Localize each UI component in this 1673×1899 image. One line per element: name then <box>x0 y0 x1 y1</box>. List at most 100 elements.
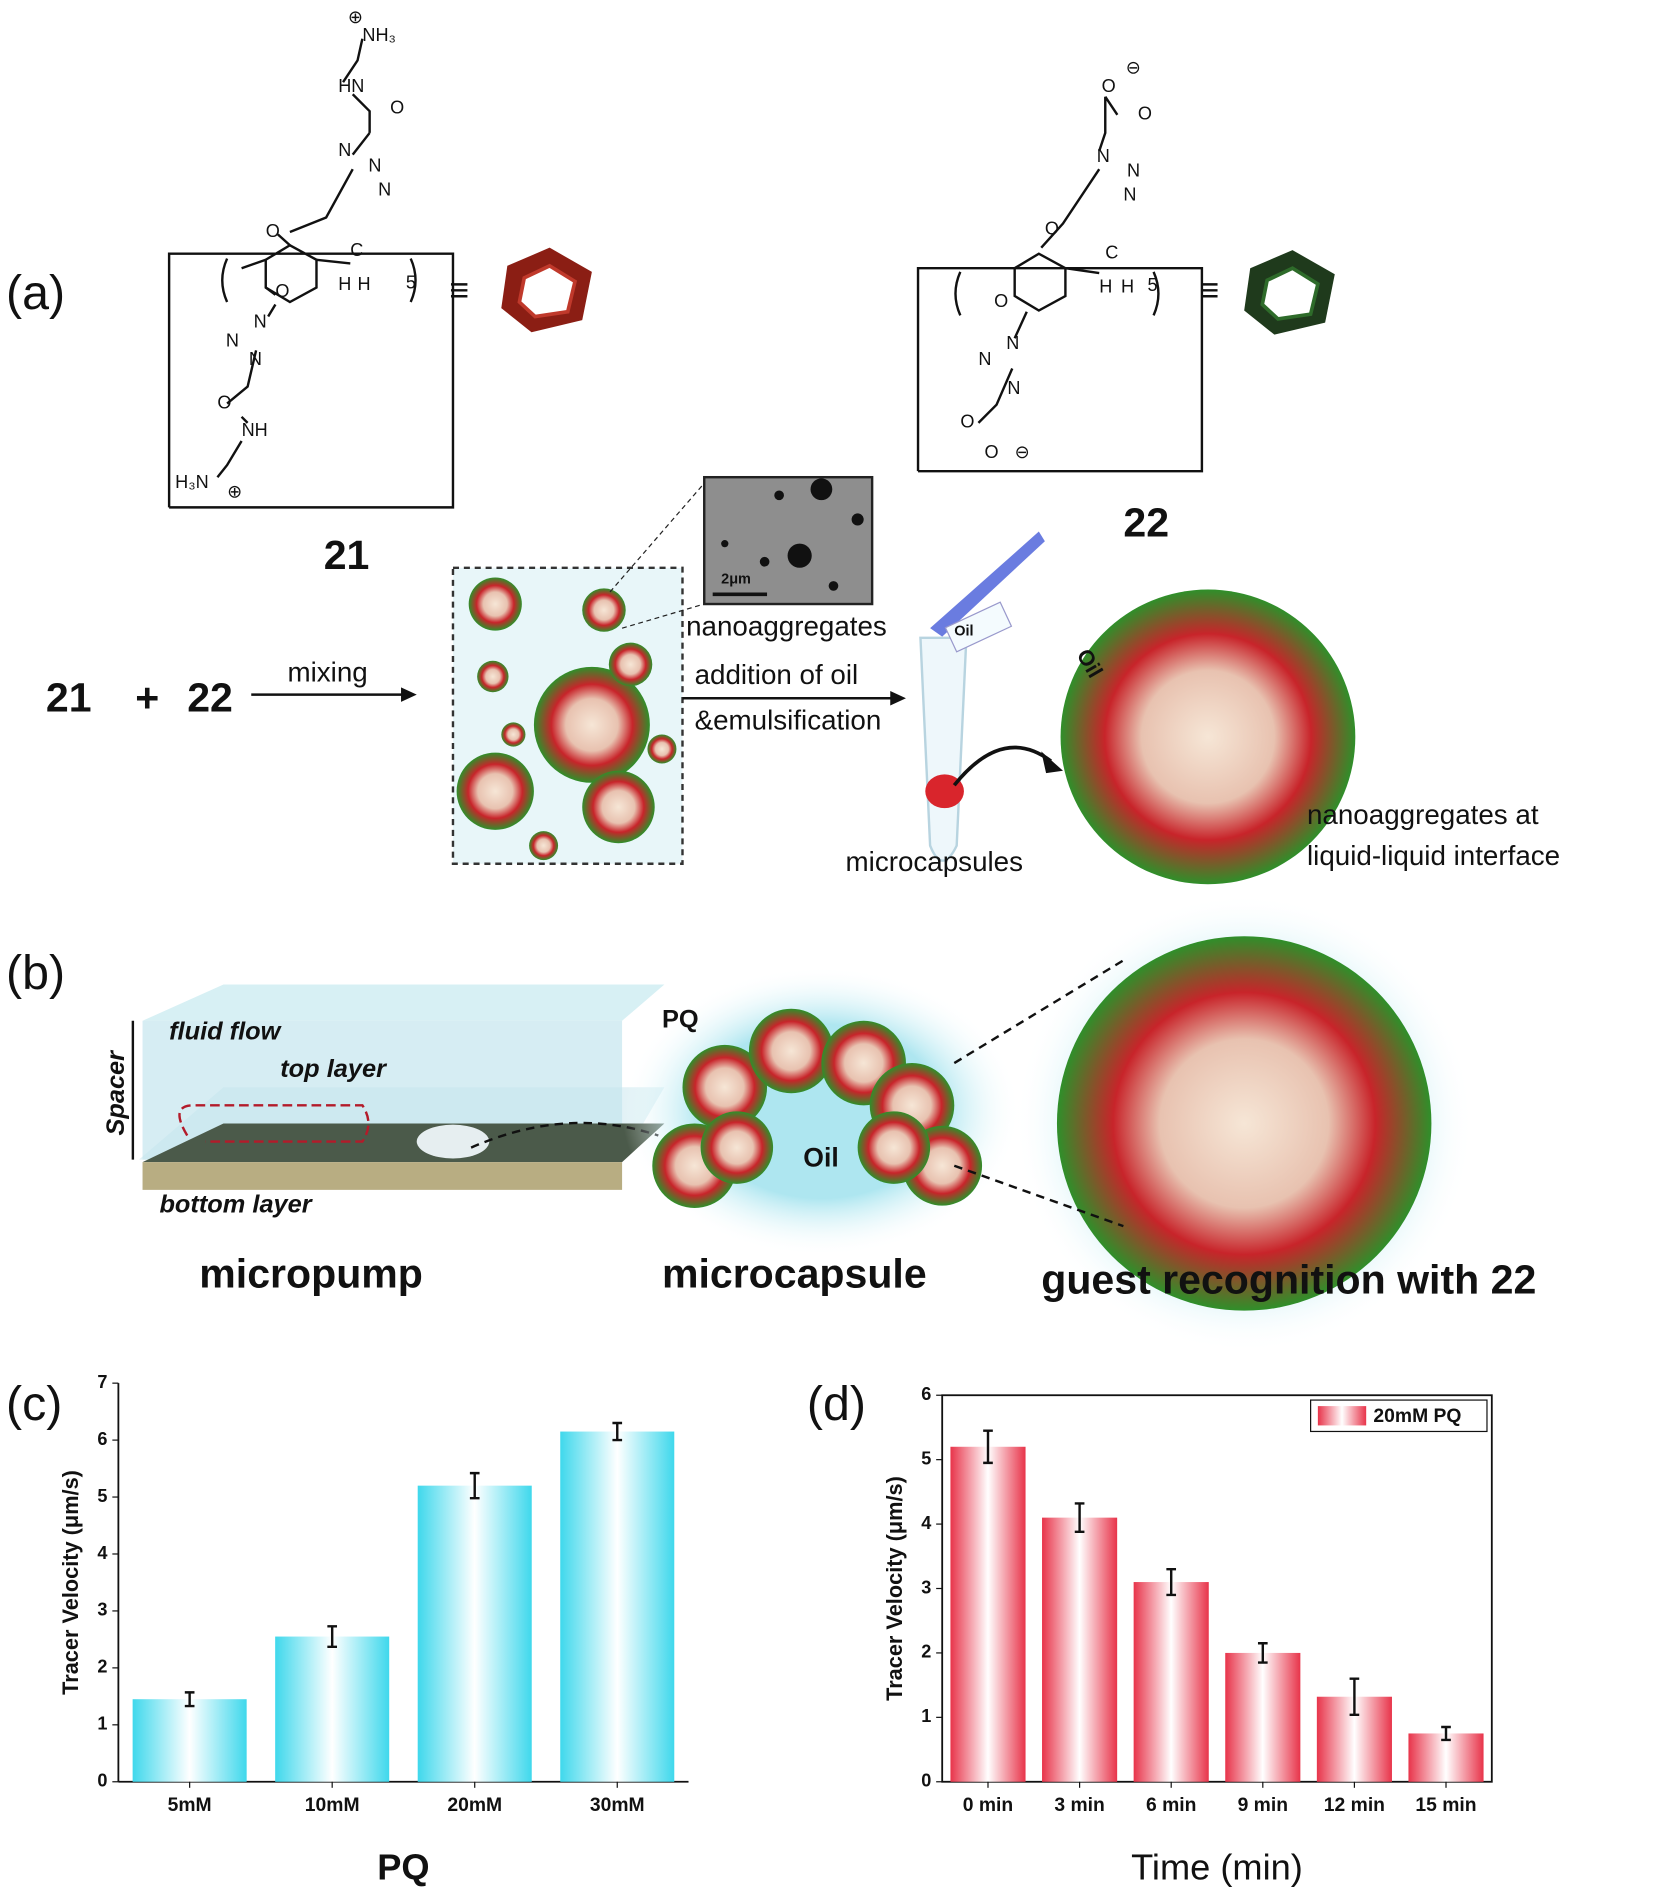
y-tick-label: 5 <box>97 1486 107 1506</box>
microcapsule <box>682 1044 768 1130</box>
error-bar <box>184 1691 195 1708</box>
atom-label: ⊕ <box>348 7 363 27</box>
atom-label: N <box>249 349 262 369</box>
aggregate <box>477 660 509 693</box>
y-tick-label: 5 <box>921 1448 931 1468</box>
y-tick-label: 1 <box>97 1714 107 1734</box>
annotation: top layer <box>280 1055 388 1083</box>
reactant: 22 <box>187 675 233 721</box>
atom-label: N <box>338 140 351 160</box>
equiv: ≡ <box>1199 271 1219 309</box>
annotation: bottom layer <box>159 1190 313 1218</box>
annotation: PQ <box>662 1005 699 1033</box>
x-axis-label: PQ <box>377 1847 429 1888</box>
y-tick-label: 0 <box>97 1771 107 1791</box>
y-tick-label: 0 <box>921 1771 931 1791</box>
x-tick-label: 3 min <box>1054 1795 1104 1816</box>
atom-label: H₃N <box>175 472 209 492</box>
atom-label: O <box>217 392 231 412</box>
arrow <box>952 745 1052 787</box>
y-axis-label: Tracer Velocity (μm/s) <box>882 1476 907 1701</box>
microcapsule <box>700 1111 774 1184</box>
caption: micropump <box>199 1251 423 1297</box>
bar <box>275 1636 390 1782</box>
aggregate <box>468 577 522 631</box>
atom-label: O <box>1138 104 1152 124</box>
bar <box>1225 1652 1301 1782</box>
annotation: Oil <box>803 1143 838 1173</box>
atom-label: O <box>275 281 289 301</box>
atom-label: O <box>984 442 998 462</box>
error-bar <box>327 1625 338 1649</box>
error-bar <box>1166 1567 1177 1597</box>
error-bar <box>612 1421 623 1442</box>
compound-label: 21 <box>324 532 370 578</box>
legend-swatch <box>1317 1406 1367 1426</box>
scale-label: 2μm <box>721 572 751 588</box>
atom-label: N <box>368 156 381 176</box>
sem-dots <box>721 478 864 591</box>
aggregate <box>501 722 526 747</box>
arrow-head <box>1041 751 1063 774</box>
atom-label: H <box>338 274 351 294</box>
atom-label: N <box>226 331 239 351</box>
step-label: &emulsification <box>695 705 882 736</box>
atom-label: ⊕ <box>227 482 242 502</box>
panel-label: (b) <box>6 946 65 1000</box>
x-tick-label: 20mM <box>447 1795 502 1816</box>
atom-label: N <box>978 349 991 369</box>
atom-label: H <box>1121 276 1134 296</box>
y-tick-label: 4 <box>921 1513 931 1533</box>
atom-label: N <box>1123 185 1136 205</box>
compound-label: 22 <box>1123 499 1169 545</box>
microcapsule <box>857 1111 931 1184</box>
panel-label: (c) <box>6 1377 62 1431</box>
atom-label: N <box>1007 378 1020 398</box>
y-tick-label: 2 <box>97 1657 107 1677</box>
structure-22 <box>916 96 1204 473</box>
bar <box>1042 1517 1118 1782</box>
caption: microcapsule <box>662 1251 927 1297</box>
y-tick-label: 4 <box>97 1543 107 1563</box>
error-bar <box>1074 1502 1085 1534</box>
y-tick-label: 3 <box>97 1600 107 1620</box>
aggregate <box>533 666 650 783</box>
aggregate <box>647 734 677 764</box>
aggregate <box>529 831 559 861</box>
structure-21 <box>167 38 455 509</box>
x-tick-label: 6 min <box>1146 1795 1196 1816</box>
y-tick-label: 3 <box>921 1577 931 1597</box>
arrow-head <box>890 691 906 706</box>
error-bar <box>983 1429 993 1465</box>
atom-label: 5 <box>1148 275 1158 295</box>
panel-label: (a) <box>6 266 65 320</box>
atom-label: H <box>358 274 371 294</box>
micropump <box>138 984 665 1190</box>
atom-label: N <box>254 311 267 331</box>
x-tick-label: 30mM <box>590 1795 645 1816</box>
bar <box>132 1699 247 1782</box>
annotation: microcapsules <box>846 846 1023 877</box>
reactant: 21 <box>46 675 92 721</box>
tube <box>919 636 968 862</box>
y-tick-label: 2 <box>921 1642 931 1662</box>
microcapsule <box>748 1008 834 1094</box>
atom-label: H <box>1099 276 1112 296</box>
error-bar <box>1349 1677 1360 1716</box>
annotation: Oil <box>954 624 973 640</box>
bar <box>560 1431 675 1782</box>
arrow-head <box>401 687 417 702</box>
atom-label: HN <box>338 76 364 96</box>
step-label: mixing <box>287 656 367 687</box>
y-tick-label: 6 <box>97 1429 107 1449</box>
annotation: liquid-liquid interface <box>1307 840 1560 871</box>
annotation: nanoaggregates at <box>1307 799 1539 830</box>
pipette <box>930 531 1045 637</box>
bar <box>1133 1582 1209 1782</box>
x-axis-label: Time (min) <box>1131 1847 1303 1888</box>
atom-label: O <box>994 291 1008 311</box>
error-bar <box>1441 1725 1451 1742</box>
aggregates <box>456 577 677 861</box>
atom-label: N <box>1097 146 1110 166</box>
atom-label: O <box>1102 76 1116 96</box>
